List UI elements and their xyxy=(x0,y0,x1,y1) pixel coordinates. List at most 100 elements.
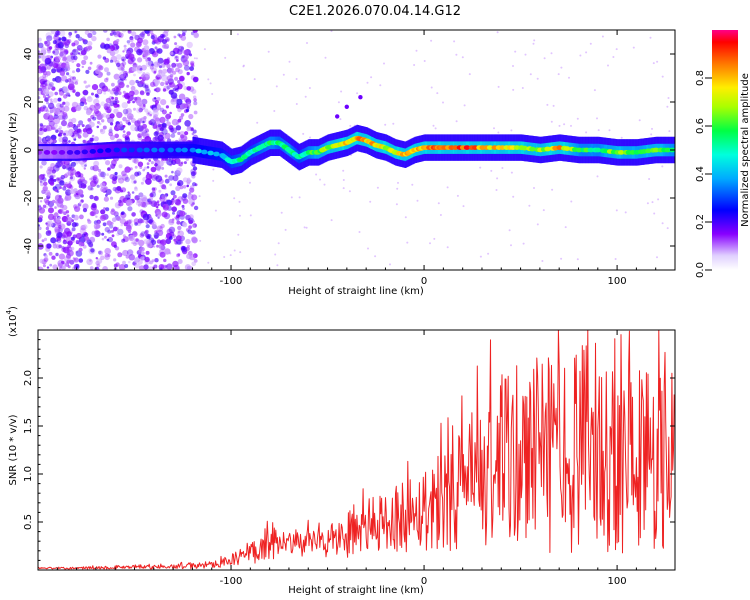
heatmap-scatter-cell xyxy=(164,132,171,140)
heatmap-scatter-cell xyxy=(646,202,649,205)
heatmap-scatter-cell xyxy=(71,227,76,232)
heatmap-scatter-cell xyxy=(57,197,64,204)
heatmap-scatter-cell xyxy=(43,197,50,204)
heatmap-scatter-cell xyxy=(661,222,664,225)
heatmap-scatter-cell xyxy=(66,259,71,264)
heatmap-scatter-cell xyxy=(143,230,148,235)
heatmap-scatter-cell xyxy=(59,204,64,209)
heatmap-scatter-cell xyxy=(59,70,66,76)
heatmap-scatter-cell xyxy=(151,117,157,123)
heatmap-scatter-cell xyxy=(144,49,151,56)
heatmap-scatter-cell xyxy=(106,108,112,114)
heatmap-scatter-cell xyxy=(122,50,125,53)
heatmap-scatter-cell xyxy=(87,218,90,222)
heatmap-scatter-cell xyxy=(145,178,152,185)
heatmap-scatter-cell xyxy=(137,218,143,224)
heatmap-scatter-cell xyxy=(109,230,113,234)
heatmap-scatter-cell xyxy=(170,92,178,99)
heatmap-scatter-cell xyxy=(137,118,142,123)
heatmap-scatter-cell xyxy=(43,257,49,262)
heatmap-scatter-cell xyxy=(156,211,162,217)
heatmap-scatter-cell xyxy=(79,214,84,220)
heatmap-scatter-cell xyxy=(131,212,136,217)
heatmap-scatter-cell xyxy=(148,200,152,205)
heatmap-scatter-cell xyxy=(158,189,162,193)
heatmap-scatter-cell xyxy=(140,130,147,137)
heatmap-scatter-cell xyxy=(136,99,143,106)
heatmap-scatter-cell xyxy=(45,230,52,236)
heatmap-scatter-cell xyxy=(406,241,409,244)
heatmap-scatter-cell xyxy=(138,50,142,54)
heatmap-scatter-cell xyxy=(75,91,81,97)
heatmap-scatter-cell xyxy=(134,34,140,41)
heatmap-scatter-cell xyxy=(160,158,164,162)
heatmap-peak-cell xyxy=(544,146,551,152)
heatmap-scatter-cell xyxy=(193,101,198,106)
heatmap-scatter-cell xyxy=(70,166,75,171)
heatmap-scatter-cell xyxy=(308,87,311,89)
heatmap-scatter-cell xyxy=(82,184,87,188)
heatmap-scatter-cell xyxy=(167,67,174,74)
heatmap-scatter-cell xyxy=(536,77,539,80)
heatmap-scatter-cell xyxy=(496,31,499,34)
heatmap-scatter-cell xyxy=(180,46,184,50)
heatmap-scatter-cell xyxy=(536,223,539,226)
heatmap-scatter-cell xyxy=(79,227,87,235)
heatmap-scatter-cell xyxy=(668,130,671,133)
heatmap-scatter-cell xyxy=(193,205,199,211)
heatmap-scatter-cell xyxy=(139,233,145,238)
heatmap-scatter-cell xyxy=(528,204,531,207)
heatmap-scatter-cell xyxy=(568,76,570,79)
heatmap-scatter-cell xyxy=(156,61,161,66)
colorbar-tick-label: 0.6 xyxy=(695,118,706,134)
heatmap-scatter-cell xyxy=(68,80,75,87)
heatmap-peak-cell xyxy=(81,149,89,155)
heatmap-scatter-cell xyxy=(607,64,609,67)
heatmap-scatter-cell xyxy=(652,62,655,65)
heatmap-scatter-cell xyxy=(127,122,131,126)
heatmap-scatter-cell xyxy=(57,97,62,102)
heatmap-scatter-cell xyxy=(126,199,133,206)
heatmap-scatter-cell xyxy=(165,113,172,120)
heatmap-scatter-cell xyxy=(55,239,59,243)
heatmap-scatter-cell xyxy=(84,30,90,35)
heatmap-scatter-cell xyxy=(45,226,50,231)
spectrogram-ytick-label: -20 xyxy=(23,190,34,206)
snr-axis-ticks: -100 0 100 0.5 1.0 1.5 2.0 xyxy=(23,330,676,587)
heatmap-scatter-cell xyxy=(89,194,94,200)
heatmap-peak-cell xyxy=(167,147,174,153)
heatmap-scatter-cell xyxy=(160,81,165,87)
heatmap-scatter-cell xyxy=(140,256,145,261)
heatmap-scatter-cell xyxy=(141,98,148,105)
heatmap-scatter-cell xyxy=(129,174,136,180)
heatmap-scatter-cell xyxy=(104,105,109,111)
heatmap-scatter-cell xyxy=(158,244,164,249)
heatmap-scatter-cell xyxy=(105,207,110,212)
heatmap-scatter-cell xyxy=(97,220,100,224)
heatmap-scatter-cell xyxy=(173,35,177,39)
heatmap-scatter-cell xyxy=(456,194,459,197)
heatmap-scatter-cell xyxy=(168,219,175,226)
heatmap-scatter-cell xyxy=(153,131,159,137)
heatmap-scatter-cell xyxy=(155,124,162,131)
heatmap-scatter-cell xyxy=(157,57,164,64)
heatmap-scatter-cell xyxy=(284,228,287,231)
heatmap-scatter-cell xyxy=(153,123,158,127)
heatmap-scatter-cell xyxy=(98,250,104,256)
heatmap-scatter-cell xyxy=(87,185,93,191)
heatmap-scatter-cell xyxy=(87,32,93,39)
heatmap-scatter-cell xyxy=(256,121,259,124)
heatmap-scatter-cell xyxy=(45,222,48,225)
heatmap-scatter-cell xyxy=(175,59,179,62)
heatmap-scatter-cell xyxy=(661,75,664,78)
heatmap-scatter-cell xyxy=(340,90,343,93)
heatmap-scatter-cell xyxy=(181,245,186,251)
heatmap-scatter-cell xyxy=(57,232,63,238)
heatmap-scatter-cell xyxy=(490,169,493,172)
heatmap-scatter-cell xyxy=(182,32,186,36)
heatmap-scatter-cell xyxy=(233,197,236,200)
heatmap-scatter-cell xyxy=(79,201,82,205)
heatmap-scatter-cell xyxy=(159,107,165,113)
heatmap-scatter-cell xyxy=(138,249,142,253)
heatmap-scatter-cell xyxy=(174,76,179,81)
